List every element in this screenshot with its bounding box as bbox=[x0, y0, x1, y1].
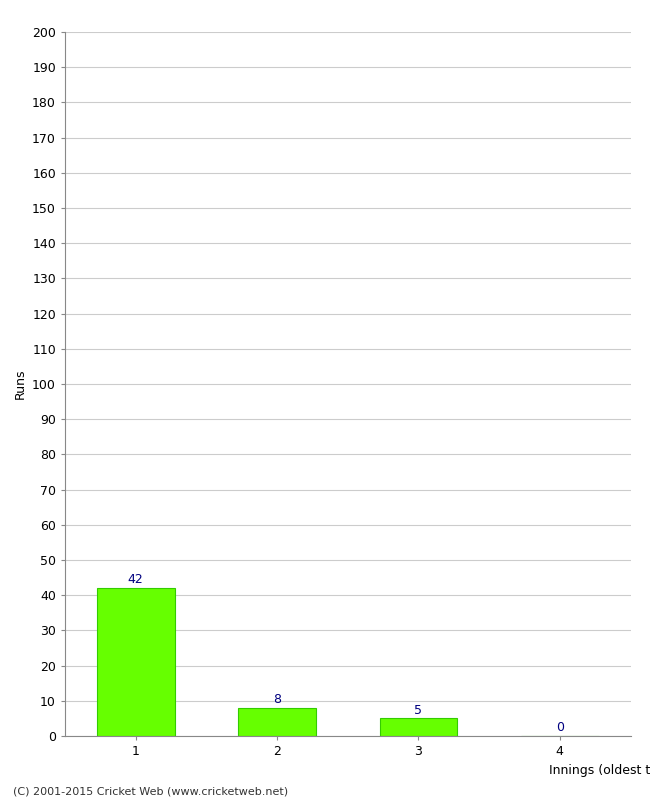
Text: 8: 8 bbox=[273, 693, 281, 706]
Y-axis label: Runs: Runs bbox=[14, 369, 27, 399]
Bar bbox=[380, 718, 458, 736]
Bar bbox=[97, 588, 175, 736]
X-axis label: Innings (oldest to newest): Innings (oldest to newest) bbox=[549, 764, 650, 777]
Bar bbox=[238, 708, 316, 736]
Text: (C) 2001-2015 Cricket Web (www.cricketweb.net): (C) 2001-2015 Cricket Web (www.cricketwe… bbox=[13, 786, 288, 796]
Text: 0: 0 bbox=[556, 722, 564, 734]
Text: 5: 5 bbox=[415, 704, 422, 717]
Text: 42: 42 bbox=[128, 574, 144, 586]
